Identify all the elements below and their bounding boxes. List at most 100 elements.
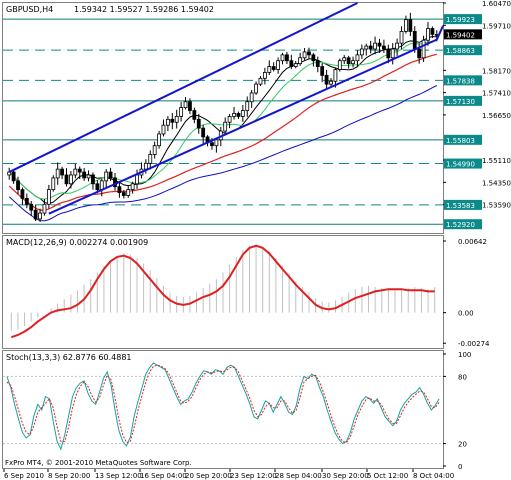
price-level-label: 1.52920 — [446, 221, 475, 229]
price-level-tag — [444, 45, 482, 56]
candle-body — [232, 113, 236, 117]
candle-body — [223, 121, 228, 132]
price-tick-label: 1.58170 — [482, 67, 511, 75]
price-level-tag — [444, 158, 482, 169]
x-tick-label: 30 Sep 20:00 — [322, 472, 369, 480]
price-panel-frame — [2, 2, 444, 234]
candle-body — [426, 28, 430, 41]
candle-body — [240, 110, 245, 117]
candle-body — [82, 171, 87, 179]
candle-body — [143, 162, 148, 170]
price-level-label: 1.53583 — [446, 202, 475, 210]
x-tick-label: 20 Sep 20:00 — [185, 472, 232, 480]
price-tick-label: 1.55110 — [482, 157, 511, 165]
candle-body — [395, 42, 400, 50]
candle-body — [351, 60, 355, 65]
stoch-tick-label: 80 — [458, 373, 467, 381]
candle-body — [254, 83, 258, 94]
candle-body — [258, 77, 263, 85]
candle-body — [38, 212, 42, 220]
candle-body — [271, 66, 276, 70]
price-level-tag — [444, 95, 482, 106]
candle-body — [249, 92, 254, 103]
stoch-tick-label: 0 — [458, 463, 462, 471]
candle-body — [390, 48, 395, 59]
candle-body — [333, 69, 338, 82]
candle-body — [368, 45, 373, 50]
price-level-label: 1.57838 — [446, 77, 475, 85]
candle-body — [320, 66, 325, 76]
candle-body — [108, 171, 113, 179]
macd-tick-label: 0.00642 — [458, 238, 487, 246]
candle-body — [121, 192, 126, 196]
candle-body — [276, 60, 281, 70]
candle-body — [227, 115, 232, 123]
candle-body — [337, 60, 342, 70]
candle-body — [91, 174, 95, 185]
candle-body — [245, 101, 250, 111]
candle-body — [359, 48, 364, 56]
candle-body — [170, 118, 175, 123]
candle-body — [117, 186, 122, 193]
candle-body — [408, 19, 413, 32]
price-level-tag — [444, 199, 482, 210]
candle-body — [373, 42, 377, 50]
channel-lower-line — [48, 38, 438, 215]
candle-body — [298, 57, 303, 65]
price-tick-label: 1.60470 — [482, 0, 511, 8]
candle-body — [46, 189, 51, 205]
candle-body — [267, 66, 272, 73]
price-level-label: 1.59923 — [446, 16, 475, 24]
price-level-tag — [444, 134, 482, 145]
candle-body — [33, 209, 38, 220]
candle-body — [152, 145, 157, 155]
candle-body — [16, 180, 20, 191]
channel-upper-line — [8, 2, 358, 173]
candle-body — [165, 118, 170, 126]
x-tick-label: 28 Sep 04:00 — [275, 472, 322, 480]
moving-average-line — [8, 53, 437, 211]
candle-body — [179, 107, 184, 117]
x-tick-label: 6 Sep 2010 — [4, 472, 44, 480]
macd-tick-label: -0.00274 — [458, 340, 490, 348]
candle-body — [417, 48, 422, 59]
candle-body — [377, 42, 382, 47]
candle-body — [381, 45, 386, 50]
candle-body — [11, 171, 16, 182]
price-level-tag — [444, 14, 482, 25]
x-tick-label: 8 Oct 04:00 — [413, 472, 454, 480]
candle-body — [302, 51, 307, 59]
candle-body — [104, 171, 109, 182]
candle-body — [342, 57, 347, 62]
candle-body — [236, 113, 241, 117]
quote-label: 1.59342 1.59527 1.59286 1.59402 — [74, 5, 214, 14]
candle-body — [280, 54, 285, 62]
candle-body — [285, 54, 289, 62]
channel-lower-extension — [435, 25, 444, 41]
price-level-label: 1.58863 — [446, 47, 475, 55]
candle-body — [289, 60, 294, 67]
candle-body — [214, 139, 219, 147]
price-tick-label: 1.53590 — [482, 202, 511, 210]
moving-average-line — [8, 85, 438, 222]
candle-body — [130, 183, 135, 191]
candle-body — [201, 127, 206, 138]
candle-body — [324, 74, 329, 85]
macd-title: MACD(12,26,9) 0.002274 0.001909 — [6, 238, 148, 247]
moving-average-line — [8, 39, 437, 200]
candle-body — [364, 45, 369, 50]
candle-body — [355, 54, 360, 62]
moving-average-line — [8, 35, 437, 205]
candle-body — [64, 174, 69, 185]
candle-body — [196, 118, 201, 129]
candle-body — [73, 168, 78, 176]
candle-body — [262, 72, 267, 79]
price-level-tag — [444, 219, 482, 230]
candle-body — [86, 174, 91, 179]
stoch-main-line — [6, 362, 440, 451]
macd-panel-frame — [2, 235, 444, 349]
symbol-label: GBPUSD,H4 — [6, 5, 53, 14]
candle-body — [210, 142, 214, 147]
x-tick-label: 16 Sep 04:00 — [140, 472, 187, 480]
